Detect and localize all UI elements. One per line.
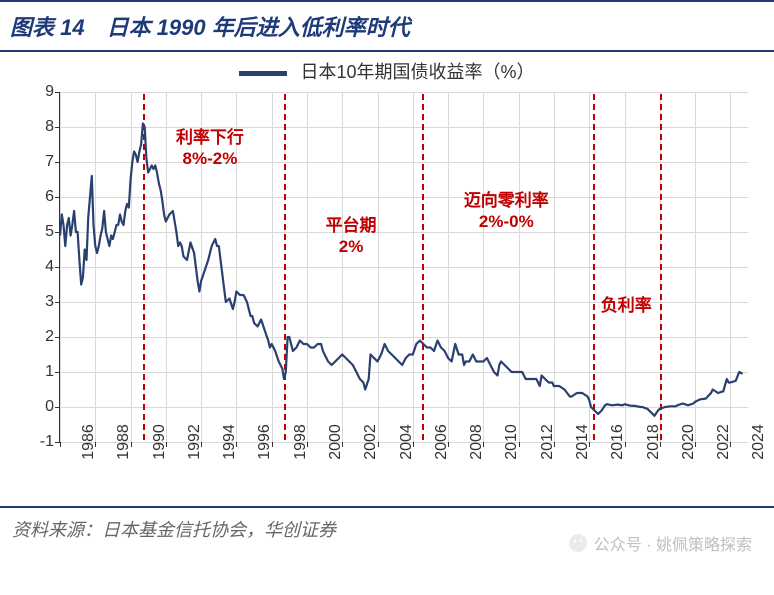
legend-marker bbox=[239, 71, 287, 76]
ytick-label: 9 bbox=[45, 83, 60, 101]
xtick-mark bbox=[201, 442, 202, 447]
xtick-mark bbox=[695, 442, 696, 447]
legend-label: 日本10年期国债收益率（%） bbox=[300, 62, 534, 82]
ytick-label: -1 bbox=[40, 433, 60, 451]
xtick-mark bbox=[730, 442, 731, 447]
ytick-label: 5 bbox=[45, 223, 60, 241]
xtick-mark bbox=[166, 442, 167, 447]
ytick-label: 6 bbox=[45, 188, 60, 206]
xtick-mark bbox=[95, 442, 96, 447]
xtick-mark bbox=[60, 442, 61, 447]
ytick-label: 0 bbox=[45, 398, 60, 416]
xtick-mark bbox=[307, 442, 308, 447]
ytick-label: 2 bbox=[45, 328, 60, 346]
xtick-mark bbox=[236, 442, 237, 447]
xtick-mark bbox=[660, 442, 661, 447]
xtick-mark bbox=[272, 442, 273, 447]
chart-title: 图表 14 日本 1990 年后进入低利率时代 bbox=[0, 0, 774, 52]
ytick-label: 1 bbox=[45, 363, 60, 381]
ytick-label: 7 bbox=[45, 153, 60, 171]
xtick-mark bbox=[413, 442, 414, 447]
xtick-mark bbox=[519, 442, 520, 447]
ytick-label: 4 bbox=[45, 258, 60, 276]
series-line bbox=[60, 92, 748, 442]
xtick-mark bbox=[589, 442, 590, 447]
plot-area: -101234567891986198819901992199419961998… bbox=[59, 92, 748, 443]
legend: 日本10年期国债收益率（%） bbox=[0, 52, 774, 86]
chart-area: -101234567891986198819901992199419961998… bbox=[17, 86, 757, 506]
xtick-mark bbox=[131, 442, 132, 447]
ytick-label: 8 bbox=[45, 118, 60, 136]
xtick-mark bbox=[625, 442, 626, 447]
wechat-icon bbox=[568, 533, 588, 553]
watermark: 公众号 · 姚佩策略探索 bbox=[568, 531, 752, 555]
ytick-label: 3 bbox=[45, 293, 60, 311]
xtick-mark bbox=[342, 442, 343, 447]
xtick-mark bbox=[448, 442, 449, 447]
watermark-text: 公众号 · 姚佩策略探索 bbox=[594, 531, 752, 555]
xtick-mark bbox=[378, 442, 379, 447]
xtick-mark bbox=[483, 442, 484, 447]
xtick-mark bbox=[554, 442, 555, 447]
